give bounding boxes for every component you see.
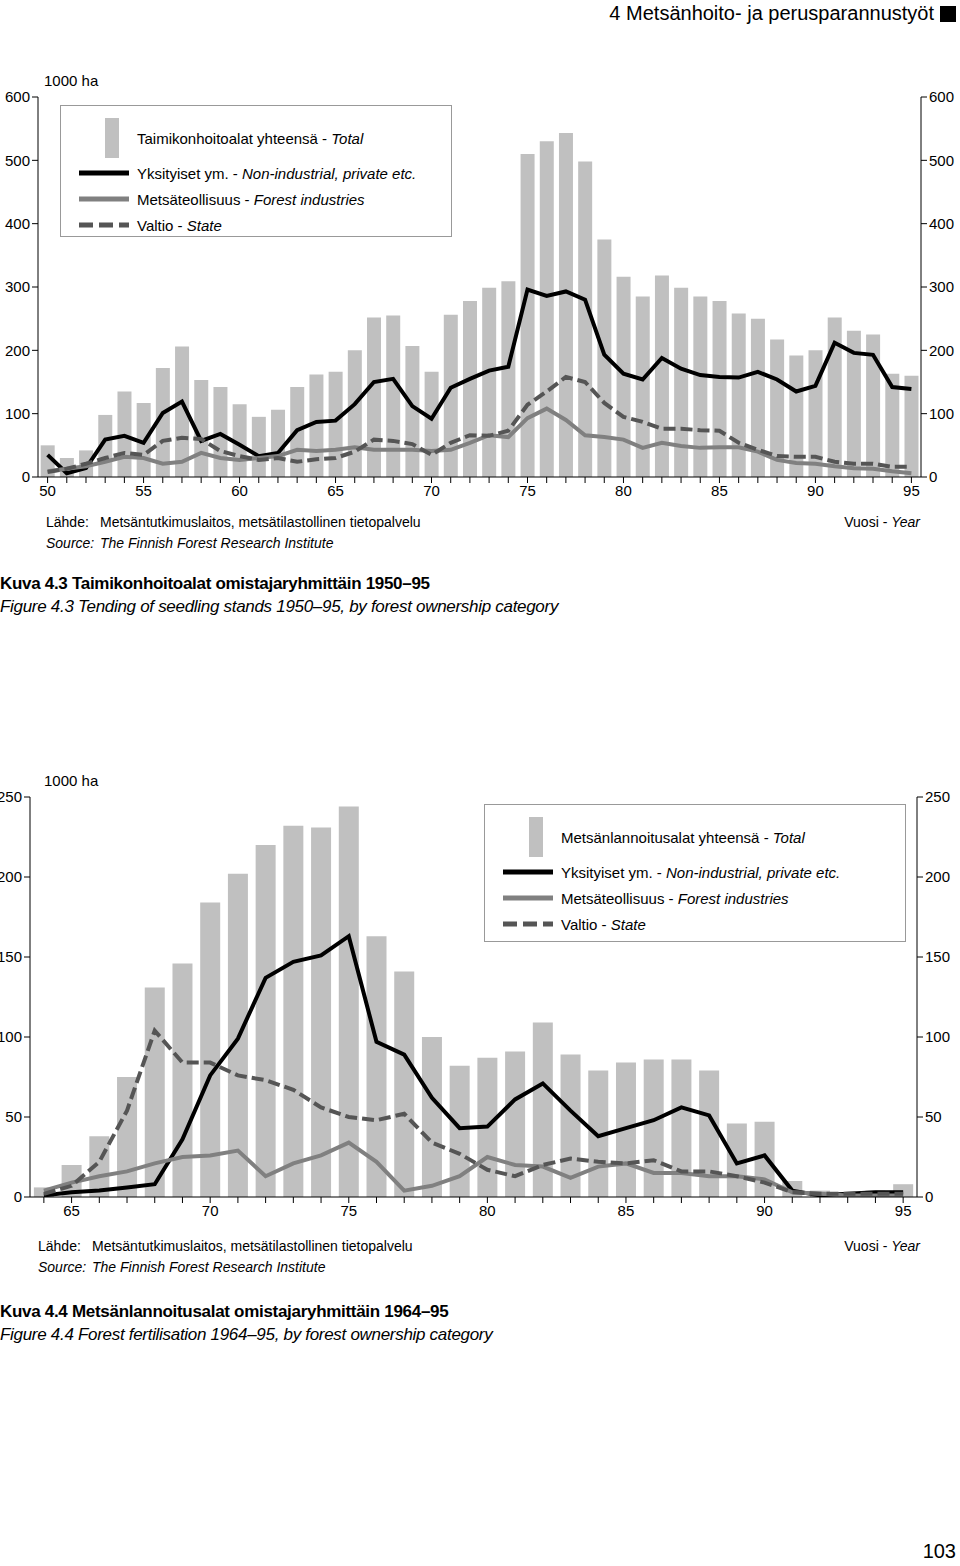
html-text:Metsäteollisuus - Forest indus: Metsäteollisuus - Forest industries <box>137 190 365 208</box>
html-text:Taimikonhoitoalat yhteensä - T: Taimikonhoitoalat yhteensä - Total <box>137 129 364 147</box>
html-text:Metsänlannoitusalat yhteensä -: Metsänlannoitusalat yhteensä - Total <box>561 828 805 846</box>
svg-text:50: 50 <box>925 1108 942 1125</box>
svg-text:200: 200 <box>8 868 22 885</box>
html-text:Vuosi - Year: Vuosi - Year <box>844 514 920 530</box>
html-text:Yksityiset ym. - Non-industria: Yksityiset ym. - Non-industrial, private… <box>137 164 417 182</box>
html-text:Valtio - State: Valtio - State <box>561 915 646 933</box>
html-text:Metsäntutkimuslaitos, metsätil: Metsäntutkimuslaitos, metsätilastollinen… <box>92 1238 413 1254</box>
svg-text:90: 90 <box>807 482 824 499</box>
svg-text:60: 60 <box>231 482 248 499</box>
svg-text:50: 50 <box>8 1108 22 1125</box>
html-text:Kuva 4.4 Metsänlannoitusalat o: Kuva 4.4 Metsänlannoitusalat omistajaryh… <box>0 1302 449 1321</box>
svg-text:0: 0 <box>925 1188 933 1205</box>
svg-text:200: 200 <box>8 342 30 359</box>
html-text:Metsäteollisuus - Forest indus: Metsäteollisuus - Forest industries <box>561 889 789 907</box>
html-text:Source: The Finnish Forest Res: Source: The Finnish Forest Research Inst… <box>38 1259 326 1275</box>
html-text:Lähde:: Lähde: <box>46 514 89 530</box>
html-text:Source: The Finnish Forest Res: Source: The Finnish Forest Research Inst… <box>46 535 334 551</box>
html-text:Kuva 4.3 Taimikonhoitoalat omi: Kuva 4.3 Taimikonhoitoalat omistajaryhmi… <box>0 574 430 593</box>
svg-text:95: 95 <box>895 1202 912 1219</box>
html-text:Figure 4.3 Tending of seedling: Figure 4.3 Tending of seedling stands 19… <box>0 597 559 616</box>
html-text:Lähde:: Lähde: <box>38 1238 81 1254</box>
svg-text:0: 0 <box>929 468 937 485</box>
svg-text:500: 500 <box>8 152 30 169</box>
svg-text:100: 100 <box>8 405 30 422</box>
svg-text:250: 250 <box>8 788 22 805</box>
html-text:4 Metsänhoito- ja perusparannu: 4 Metsänhoito- ja perusparannustyöt <box>609 2 934 24</box>
svg-text:150: 150 <box>925 948 950 965</box>
svg-text:95: 95 <box>903 482 920 499</box>
html-text:1000 ha: 1000 ha <box>44 772 99 789</box>
svg-text:65: 65 <box>327 482 344 499</box>
svg-text:70: 70 <box>202 1202 219 1219</box>
svg-text:600: 600 <box>8 88 30 105</box>
html-text:Vuosi - Year: Vuosi - Year <box>844 1238 920 1254</box>
svg-text:0: 0 <box>14 1188 22 1205</box>
svg-text:150: 150 <box>8 948 22 965</box>
svg-text:300: 300 <box>929 278 952 295</box>
svg-text:500: 500 <box>929 152 952 169</box>
svg-text:90: 90 <box>756 1202 773 1219</box>
svg-text:100: 100 <box>929 405 952 422</box>
svg-text:80: 80 <box>479 1202 496 1219</box>
html-text:1000 ha: 1000 ha <box>44 72 99 89</box>
svg-text:600: 600 <box>929 88 952 105</box>
svg-text:200: 200 <box>929 342 952 359</box>
html-text:Figure 4.4 Forest fertilisatio: Figure 4.4 Forest fertilisation 1964–95,… <box>0 1325 493 1344</box>
svg-text:70: 70 <box>423 482 440 499</box>
html-text:Yksityiset ym. - Non-industria: Yksityiset ym. - Non-industrial, private… <box>561 863 841 881</box>
svg-text:200: 200 <box>925 868 950 885</box>
svg-text:400: 400 <box>929 215 952 232</box>
svg-text:100: 100 <box>925 1028 950 1045</box>
svg-text:0: 0 <box>22 468 30 485</box>
svg-text:80: 80 <box>615 482 632 499</box>
svg-text:65: 65 <box>63 1202 80 1219</box>
svg-text:400: 400 <box>8 215 30 232</box>
svg-text:75: 75 <box>519 482 536 499</box>
svg-text:55: 55 <box>135 482 152 499</box>
svg-text:300: 300 <box>8 278 30 295</box>
svg-text:100: 100 <box>8 1028 22 1045</box>
svg-text:50: 50 <box>39 482 56 499</box>
svg-text:75: 75 <box>340 1202 357 1219</box>
svg-text:85: 85 <box>618 1202 635 1219</box>
html-text:Valtio - State: Valtio - State <box>137 216 222 234</box>
html-text:Metsäntutkimuslaitos, metsätil: Metsäntutkimuslaitos, metsätilastollinen… <box>100 514 421 530</box>
svg-text:85: 85 <box>711 482 728 499</box>
svg-text:250: 250 <box>925 788 950 805</box>
html-text:103: 103 <box>922 1540 956 1562</box>
